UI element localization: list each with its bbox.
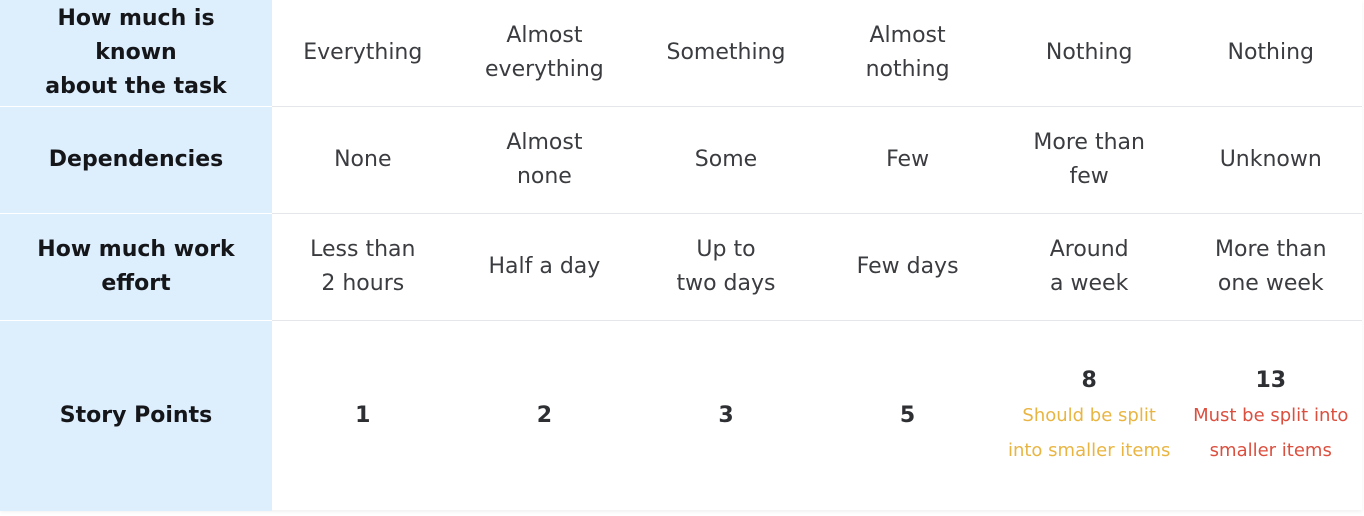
table-cell: None bbox=[272, 107, 454, 214]
table-cell: Almost nothing bbox=[816, 0, 999, 107]
story-point-value: 3 bbox=[718, 403, 734, 428]
table-cell: Less than 2 hours bbox=[272, 214, 454, 321]
points-cell: 8 Should be split into smaller items bbox=[998, 321, 1180, 511]
points-cell: 3 bbox=[635, 321, 817, 511]
split-critical-note: Must be split into smaller items bbox=[1193, 405, 1349, 461]
table-cell: Nothing bbox=[1179, 0, 1362, 107]
row-header-dependencies: Dependencies bbox=[0, 107, 272, 214]
points-cell: 2 bbox=[454, 321, 636, 511]
table-cell: More than one week bbox=[1179, 214, 1362, 321]
table-cell: Around a week bbox=[998, 214, 1180, 321]
table-cell: Some bbox=[635, 107, 817, 214]
table-row-dependencies: Dependencies None Almost none Some Few M… bbox=[0, 107, 1362, 214]
table-cell: Everything bbox=[272, 0, 454, 107]
row-header-knowledge: How much is known about the task bbox=[0, 0, 272, 107]
story-point-value: 13 bbox=[1255, 368, 1287, 393]
table-row-story-points: Story Points 1 2 3 5 8 Should be split i… bbox=[0, 321, 1362, 511]
table-cell: Few days bbox=[816, 214, 999, 321]
points-cell: 13 Must be split into smaller items bbox=[1180, 321, 1362, 511]
points-cell: 1 bbox=[272, 321, 454, 511]
table-cell: Half a day bbox=[453, 214, 636, 321]
table-cell: Almost everything bbox=[453, 0, 636, 107]
table-row-effort: How much work effort Less than 2 hours H… bbox=[0, 214, 1362, 321]
story-point-value: 5 bbox=[899, 403, 916, 428]
split-warning-note: Should be split into smaller items bbox=[1007, 405, 1171, 461]
row-header-effort: How much work effort bbox=[0, 214, 272, 321]
table-cell: More than few bbox=[998, 107, 1180, 214]
table-cell: Almost none bbox=[453, 107, 636, 214]
table-cell: Up to two days bbox=[635, 214, 817, 321]
table-cell: Unknown bbox=[1179, 107, 1362, 214]
story-point-value: 1 bbox=[355, 403, 371, 428]
story-point-value: 8 bbox=[1081, 368, 1097, 393]
story-point-value: 2 bbox=[536, 403, 553, 428]
table-row-knowledge: How much is known about the task Everyth… bbox=[0, 0, 1362, 107]
points-cell: 5 bbox=[817, 321, 999, 511]
table-cell: Few bbox=[816, 107, 999, 214]
table-cell: Nothing bbox=[998, 0, 1180, 107]
row-header-story-points: Story Points bbox=[0, 321, 272, 511]
table-cell: Something bbox=[635, 0, 817, 107]
